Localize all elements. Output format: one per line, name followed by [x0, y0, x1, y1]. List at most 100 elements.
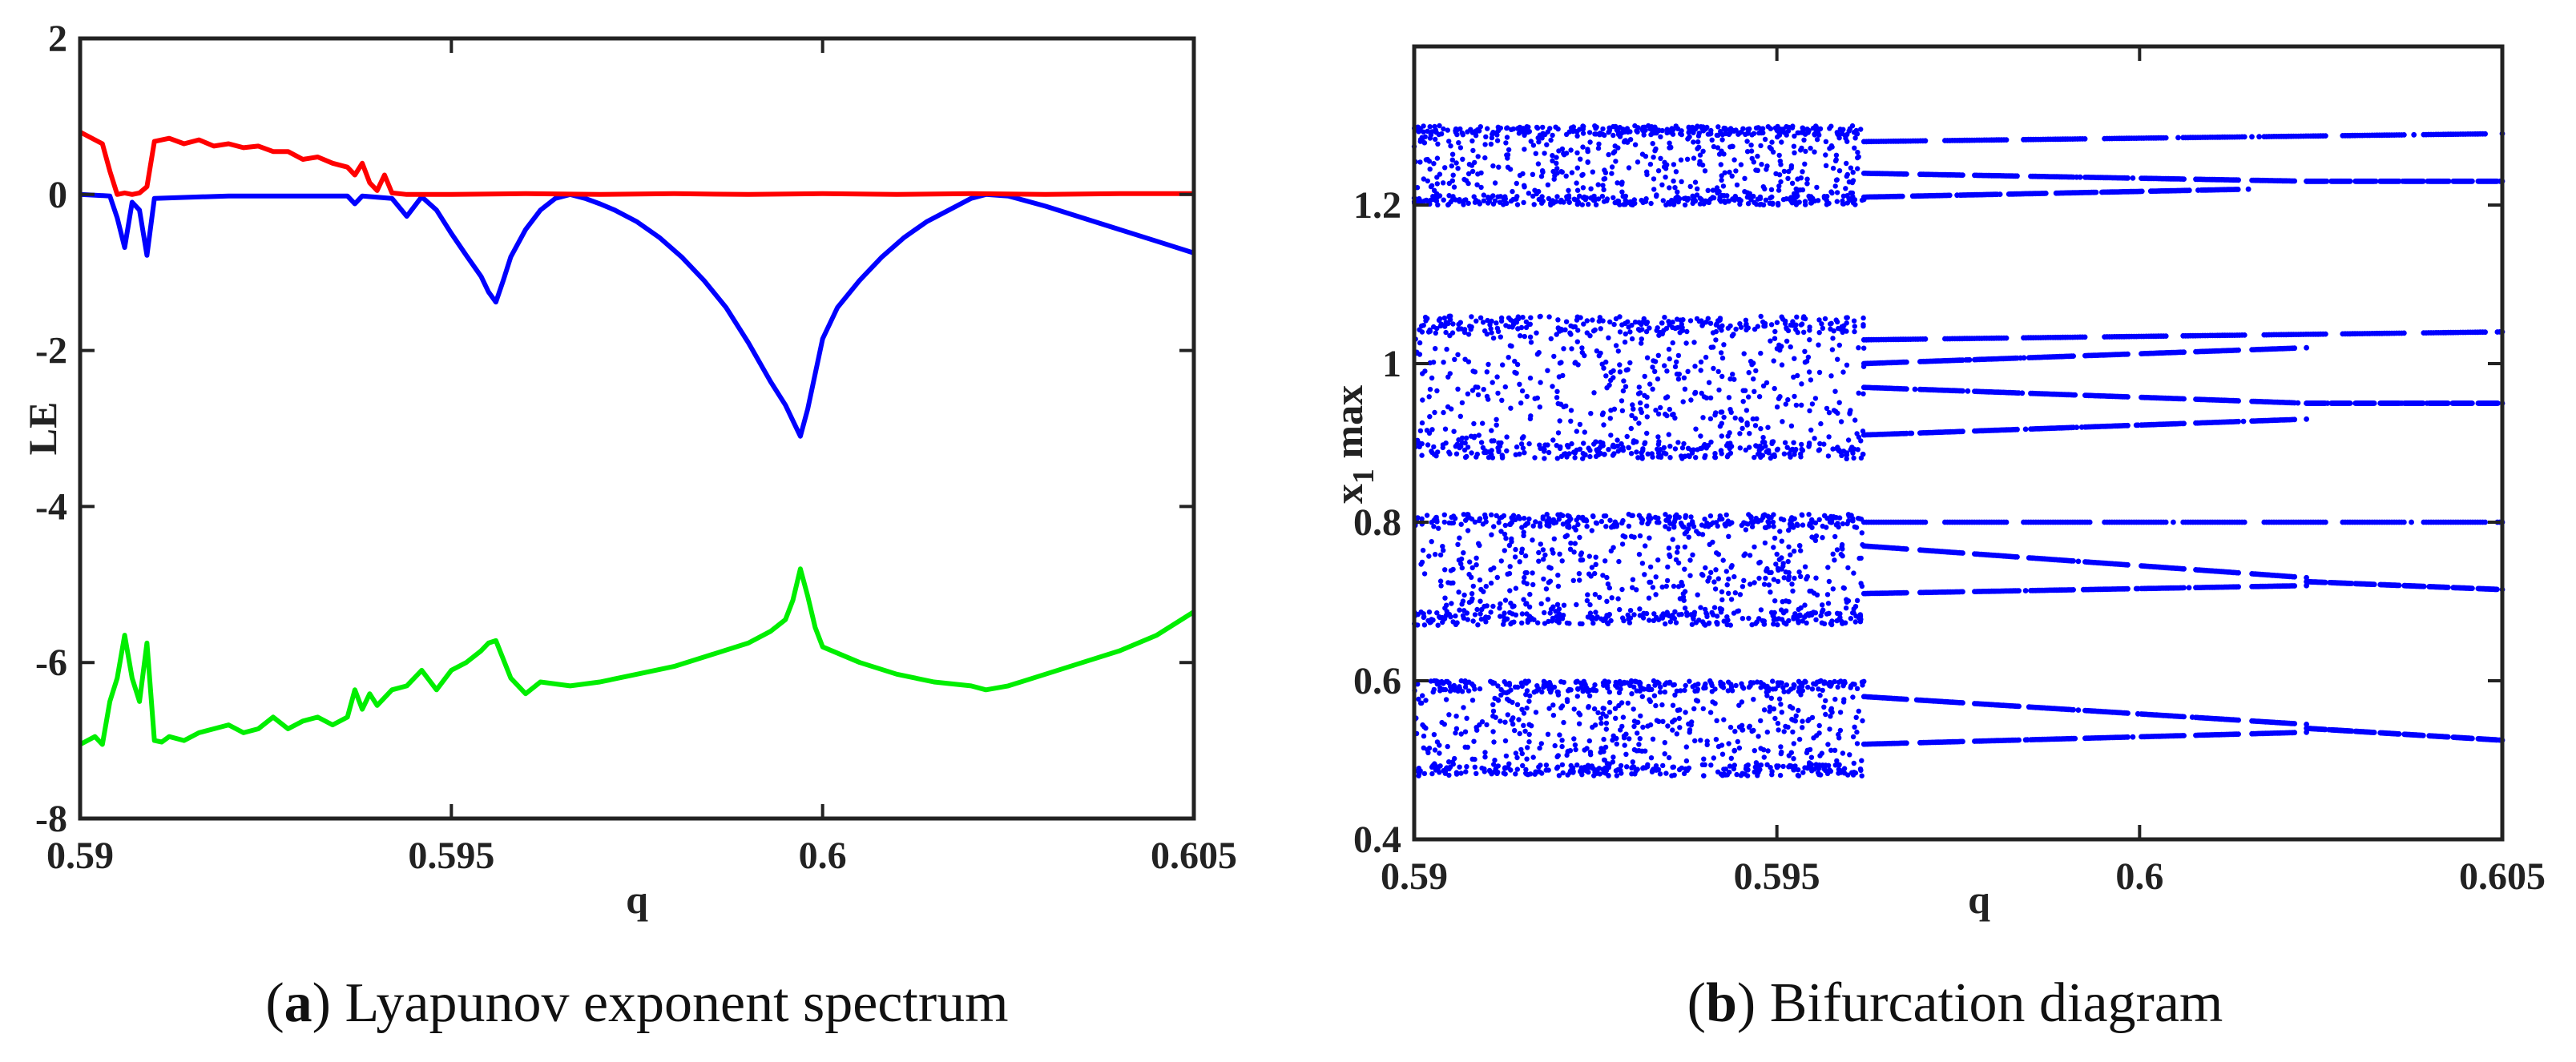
scatter-point	[1772, 715, 1778, 722]
scatter-point	[1449, 601, 1454, 606]
scatter-point	[1666, 545, 1672, 551]
scatter-point	[1756, 770, 1761, 775]
scatter-point	[1511, 619, 1517, 625]
scatter-point	[1770, 678, 1776, 684]
scatter-point	[1691, 139, 1696, 145]
scatter-point	[1595, 145, 1602, 151]
scatter-point	[1779, 139, 1784, 145]
branch-point	[2401, 330, 2407, 336]
scatter-point	[1726, 199, 1731, 204]
scatter-point	[1490, 455, 1496, 461]
chart-a-ytick-label: -2	[35, 330, 67, 372]
scatter-point	[1764, 690, 1769, 695]
scatter-point	[1600, 318, 1606, 324]
scatter-point	[1583, 518, 1590, 524]
scatter-point	[1518, 128, 1525, 134]
scatter-point	[1671, 412, 1676, 417]
scatter-point	[1615, 348, 1622, 354]
scatter-point	[1666, 346, 1672, 352]
scatter-point	[1469, 168, 1476, 175]
branch-point	[2125, 175, 2131, 181]
scatter-point	[1643, 196, 1649, 202]
scatter-point	[1469, 450, 1474, 456]
scatter-point	[1846, 513, 1852, 519]
scatter-point	[1639, 336, 1644, 342]
scatter-point	[1684, 328, 1690, 335]
scatter-point	[1518, 746, 1524, 753]
scatter-point	[1431, 524, 1437, 529]
scatter-point	[1417, 139, 1424, 144]
scatter-point	[1588, 411, 1594, 416]
scatter-point	[1821, 195, 1828, 201]
scatter-point	[1546, 449, 1552, 456]
scatter-point	[1687, 573, 1693, 578]
scatter-point	[1589, 528, 1595, 533]
scatter-point	[1662, 740, 1667, 746]
scatter-point	[1563, 403, 1569, 409]
scatter-point	[1572, 455, 1578, 461]
scatter-point	[1843, 186, 1848, 191]
scatter-point	[1762, 540, 1768, 546]
scatter-point	[1718, 771, 1724, 777]
branch-point	[2175, 135, 2181, 141]
scatter-point	[1775, 721, 1781, 726]
scatter-point	[1639, 748, 1645, 754]
scatter-point	[1640, 199, 1646, 206]
scatter-point	[1720, 183, 1727, 189]
scatter-point	[1473, 562, 1479, 568]
scatter-point	[1615, 449, 1621, 454]
scatter-point	[1823, 139, 1829, 144]
scatter-point	[1849, 179, 1856, 186]
scatter-point	[1452, 755, 1457, 762]
scatter-point	[1501, 622, 1506, 627]
scatter-point	[1816, 369, 1823, 376]
scatter-point	[1702, 441, 1707, 448]
scatter-point	[1447, 332, 1453, 339]
scatter-point	[1791, 143, 1797, 149]
scatter-point	[1495, 124, 1502, 130]
scatter-point	[1535, 161, 1542, 167]
scatter-point	[1776, 567, 1781, 573]
scatter-point	[1686, 525, 1691, 532]
chart-a-caption-text: Lyapunov exponent spectrum	[345, 972, 1008, 1034]
scatter-point	[1848, 616, 1854, 622]
scatter-point	[1796, 773, 1802, 778]
scatter-point	[1606, 585, 1613, 591]
scatter-point	[1669, 773, 1675, 778]
scatter-point	[1470, 368, 1476, 374]
scatter-point	[1702, 523, 1708, 529]
scatter-point	[1699, 162, 1706, 168]
scatter-point	[1604, 574, 1610, 581]
scatter-point	[1786, 599, 1792, 605]
scatter-point	[1802, 564, 1808, 569]
scatter-point	[1744, 408, 1750, 413]
scatter-point	[1796, 707, 1801, 714]
scatter-point	[1812, 131, 1817, 137]
scatter-point	[1774, 404, 1780, 410]
scatter-point	[1789, 515, 1795, 521]
scatter-point	[1840, 521, 1846, 527]
scatter-point	[1551, 176, 1557, 182]
scatter-point	[1721, 766, 1727, 772]
scatter-point	[1663, 621, 1668, 627]
scatter-point	[1805, 611, 1811, 617]
scatter-point	[1671, 178, 1676, 184]
scatter-point	[1751, 131, 1757, 136]
scatter-point	[1726, 533, 1731, 539]
scatter-point	[1635, 455, 1641, 461]
scatter-point	[1742, 551, 1748, 557]
scatter-point	[1417, 327, 1422, 332]
scatter-point	[1670, 131, 1676, 137]
scatter-point	[1807, 522, 1812, 528]
scatter-point	[1788, 552, 1793, 557]
scatter-point	[1481, 589, 1486, 594]
scatter-point	[1719, 373, 1725, 380]
scatter-point	[1575, 521, 1581, 528]
scatter-point	[1501, 690, 1507, 695]
scatter-point	[1750, 416, 1756, 422]
scatter-point	[1517, 559, 1522, 565]
scatter-point	[1436, 679, 1442, 685]
scatter-point	[1828, 189, 1834, 195]
scatter-point	[1494, 325, 1501, 332]
scatter-point	[1504, 448, 1510, 454]
